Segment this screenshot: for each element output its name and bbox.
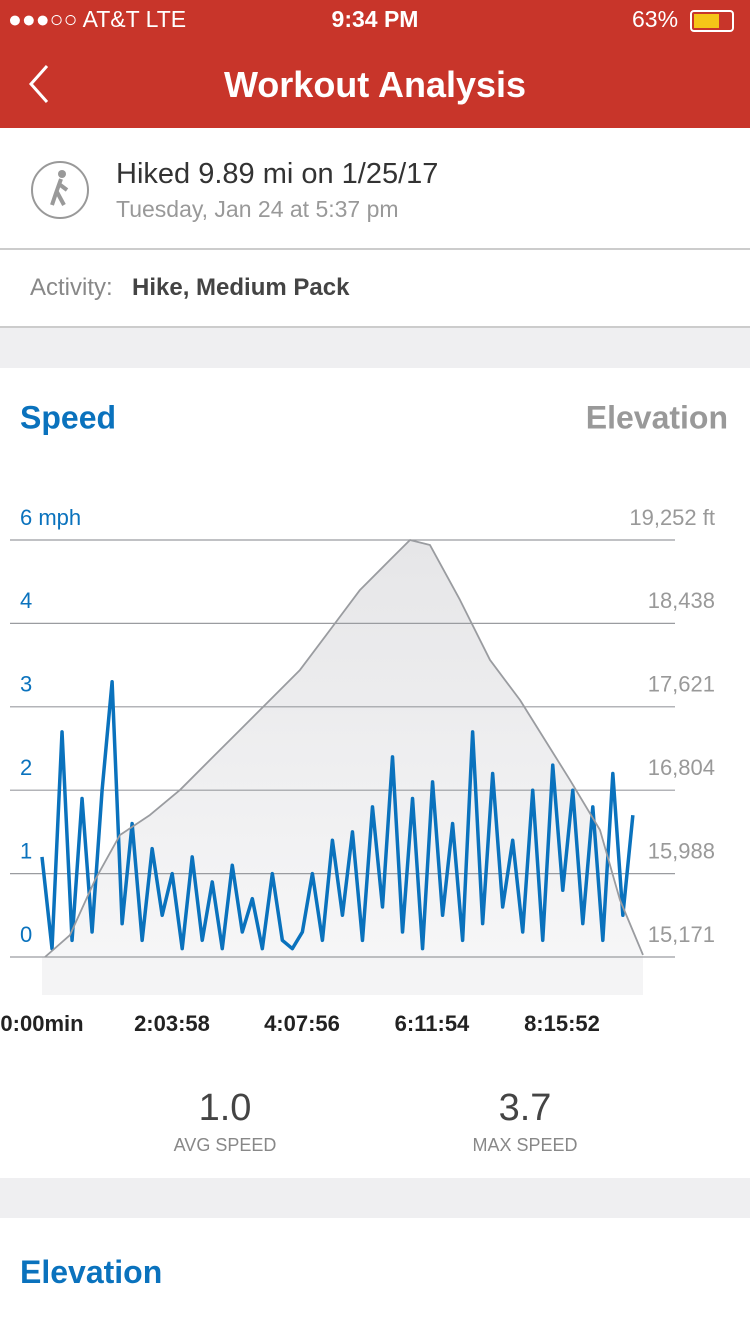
elevation-section: Elevation (0, 1218, 750, 1334)
elevation-tab[interactable]: Elevation (586, 399, 728, 435)
battery-icon (690, 10, 734, 32)
y2-tick-label: 18,438 (648, 588, 715, 613)
workout-title: Hiked 9.89 mi on 1/25/17 (116, 158, 439, 190)
elevation-line (44, 539, 644, 958)
stat-value: 1.0 (199, 1087, 252, 1129)
header-bar: ●●●○○ AT&T LTE 9:34 PM 63% Workout Analy… (0, 0, 750, 128)
x-tick-label: 0:00min (0, 1011, 83, 1036)
speed-tab[interactable]: Speed (20, 399, 116, 435)
activity-value: Hike, Medium Pack (132, 274, 350, 301)
y-tick-label: 1 (20, 838, 32, 863)
x-tick-label: 6:11:54 (395, 1011, 470, 1036)
stat-label: MAX SPEED (472, 1135, 577, 1155)
y-tick-label: 2 (20, 755, 32, 780)
y-tick-label: 0 (20, 922, 32, 947)
section-title: Elevation (20, 1254, 163, 1290)
x-tick-label: 8:15:52 (524, 1011, 600, 1036)
x-tick-label: 2:03:58 (134, 1011, 210, 1036)
stat-label: AVG SPEED (174, 1135, 277, 1155)
activity-row: Activity: Hike, Medium Pack (0, 250, 750, 328)
workout-date: Tuesday, Jan 24 at 5:37 pm (116, 196, 399, 222)
hike-icon (31, 161, 89, 219)
activity-label: Activity: (30, 274, 113, 301)
carrier: ●●●○○ AT&T LTE (8, 6, 187, 32)
nav-title: Workout Analysis (223, 64, 527, 105)
chart: 0 1 2 3 4 6 mph 15,171 15,988 16,804 17,621 18,438… (0, 368, 750, 1178)
y2-tick-label: 17,621 (648, 671, 715, 696)
clock: 9:34 PM (331, 6, 419, 32)
battery-text: 63% (632, 6, 679, 32)
stat-value: 3.7 (499, 1087, 552, 1129)
chart-baseline-band (42, 957, 643, 995)
y-tick-label: 6 mph (20, 505, 81, 530)
speed-line (40, 680, 635, 951)
workout-header: Hiked 9.89 mi on 1/25/17 Tuesday, Jan 24… (0, 128, 750, 250)
x-tick-label: 4:07:56 (264, 1011, 340, 1036)
y2-tick-label: 19,252 ft (629, 505, 715, 530)
y-tick-label: 3 (20, 672, 32, 697)
y2-tick-label: 15,988 (648, 838, 715, 863)
y-tick-label: 4 (20, 588, 32, 613)
back-button[interactable] (25, 62, 55, 106)
elevation-area (45, 540, 643, 957)
y2-tick-label: 16,804 (648, 755, 715, 780)
y2-tick-label: 15,171 (648, 922, 715, 947)
